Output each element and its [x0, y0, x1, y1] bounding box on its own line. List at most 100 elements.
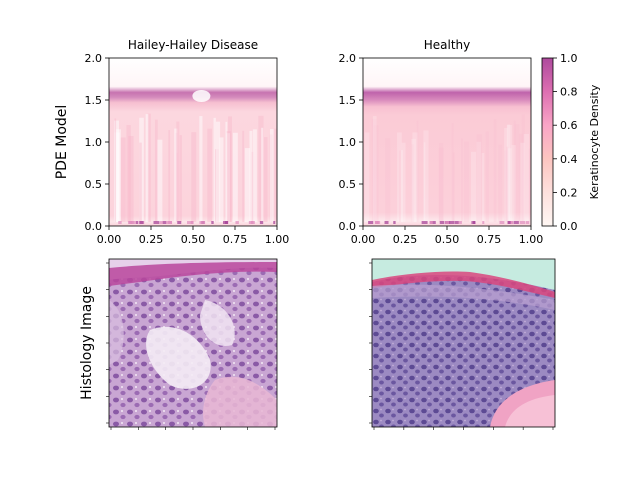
- healthy-streak-25: [397, 132, 402, 222]
- healthy-base-speck-23: [513, 221, 519, 224]
- healthy-base-speck-14: [445, 221, 451, 224]
- hh-streak-19: [199, 116, 203, 222]
- healthy-streak-23: [385, 138, 391, 222]
- hh-base-speck-5: [187, 221, 193, 224]
- hh-base-speck-17: [222, 221, 229, 224]
- healthy-streak-36: [411, 138, 416, 222]
- healthy-streak-39: [507, 148, 512, 222]
- healthy-streak-8: [514, 124, 520, 222]
- hh-base-speck-2: [211, 221, 214, 224]
- healthy-base-speck-15: [454, 221, 459, 224]
- hh-base-speck-9: [130, 221, 134, 224]
- healthy-base-speck-25: [384, 221, 389, 224]
- healthy-base-speck-4: [458, 221, 462, 224]
- healthy-ytick-label-2: 1.0: [339, 136, 357, 149]
- hh-band-gap: [192, 90, 211, 102]
- hh-streak-6: [179, 135, 182, 222]
- healthy-ytick-label-1: 0.5: [339, 178, 357, 191]
- hh-streak-34: [191, 132, 197, 222]
- healthy-streak-38: [399, 150, 401, 222]
- hh-streak-7: [228, 116, 233, 222]
- colorbar-tick-label-5: 1.0: [560, 52, 578, 65]
- healthy-base-speck-19: [375, 221, 381, 224]
- healthy-streak-13: [461, 138, 463, 222]
- healthy-streak-5: [521, 114, 525, 222]
- hh-streak-0: [258, 115, 264, 222]
- healthy-streak-35: [505, 146, 509, 222]
- healthy-xtick-label-4: 1.00: [519, 233, 544, 246]
- hh-streak-28: [168, 130, 171, 222]
- colorbar-tick-label-0: 0.0: [560, 220, 578, 233]
- hh-streak-22: [139, 117, 144, 222]
- healthy-base-speck-16: [449, 221, 455, 224]
- hh-base-speck-4: [153, 221, 160, 224]
- hh-streak-9: [214, 149, 219, 222]
- healthy-streak-4: [513, 120, 516, 222]
- healthy-base-speck-24: [393, 221, 396, 224]
- healthy-heatmap-panel: Healthy 0.00 0.25 0.50 0.75 1.00 0.0 0.5 1.0 1.5…: [339, 38, 544, 246]
- healthy-streak-40: [470, 151, 477, 222]
- healthy-streak-22: [520, 142, 525, 222]
- healthy-streak-31: [523, 133, 530, 222]
- healthy-base-speck-9: [421, 221, 428, 224]
- healthy-base-speck-8: [368, 221, 374, 224]
- hh-base-speck-23: [135, 221, 139, 224]
- healthy-title: Healthy: [424, 38, 471, 52]
- healthy-streak-27: [476, 141, 482, 222]
- healthy-ytick-label-0: 0.0: [339, 220, 357, 233]
- hh-base-speck-1: [162, 221, 167, 224]
- hh-streak-15: [154, 119, 158, 222]
- hh-streak-1: [261, 127, 264, 222]
- healthy-base-speck-21: [473, 221, 476, 224]
- hh-streak-38: [232, 132, 238, 222]
- hh-base-speck-15: [118, 221, 122, 224]
- hh-ytick-label-3: 1.5: [85, 94, 103, 107]
- hh-base-speck-16: [166, 221, 173, 224]
- colorbar-tick-label-3: 0.6: [560, 119, 578, 132]
- healthy-base-speck-13: [519, 221, 526, 224]
- colorbar-label: Keratinocyte Density: [588, 84, 601, 199]
- healthy-streak-1: [518, 133, 524, 222]
- healthy-base-speck-7: [482, 221, 485, 224]
- hh-ytick-label-0: 0.0: [85, 220, 103, 233]
- hh-xtick-label-2: 0.50: [181, 233, 206, 246]
- healthy-streak-30: [423, 142, 426, 222]
- hh-streak-41: [226, 131, 232, 222]
- healthy-streak-32: [400, 150, 404, 222]
- healthy-base-speck-12: [439, 221, 445, 224]
- hh-streak-40: [264, 137, 268, 222]
- hh-base-speck-20: [139, 221, 144, 224]
- healthy-streak-2: [373, 125, 379, 222]
- hh-streak-4: [126, 125, 131, 222]
- healthy-streak-41: [528, 148, 531, 222]
- hh-streak-35: [120, 137, 126, 222]
- healthy-streaks: [364, 114, 531, 224]
- healthy-streak-9: [438, 147, 444, 222]
- hailey-hailey-histology-image: [108, 258, 278, 428]
- healthy-streak-6: [504, 127, 508, 222]
- colorbar-ticks: 0.0 0.2 0.4 0.6 0.8 1.0: [553, 52, 578, 233]
- hh-ytick-label-4: 2.0: [85, 52, 103, 65]
- healthy-xtick-label-2: 0.50: [435, 233, 460, 246]
- hh-streak-37: [249, 130, 253, 222]
- healthy-xtick-label-3: 0.75: [477, 233, 502, 246]
- hh-streak-24: [242, 130, 245, 222]
- hh-streak-20: [251, 151, 254, 222]
- hh-streak-32: [114, 118, 117, 222]
- hh-xtick-label-0: 0.00: [97, 233, 122, 246]
- healthy-streak-21: [451, 123, 454, 222]
- hh-streak-2: [213, 117, 216, 222]
- healthy-streak-18: [485, 131, 489, 222]
- healthy-streak-29: [476, 134, 483, 222]
- hh-streak-30: [157, 139, 163, 222]
- hh-xtick-label-1: 0.25: [139, 233, 164, 246]
- hh-base-speck-14: [177, 221, 182, 224]
- hh-streak-5: [113, 120, 119, 222]
- hh-streak-33: [273, 128, 277, 222]
- colorbar: 0.0 0.2 0.4 0.6 0.8 1.0 Keratinocyte Density: [541, 52, 601, 233]
- hh-streak-13: [244, 148, 250, 222]
- healthy-xtick-label-0: 0.00: [351, 233, 376, 246]
- colorbar-tick-label-2: 0.4: [560, 153, 578, 166]
- hailey-hailey-heatmap-panel: Hailey-Hailey Disease 0.00 0.25 0.50 0.75 1.…: [85, 38, 290, 246]
- healthy-base-speck-0: [430, 221, 436, 224]
